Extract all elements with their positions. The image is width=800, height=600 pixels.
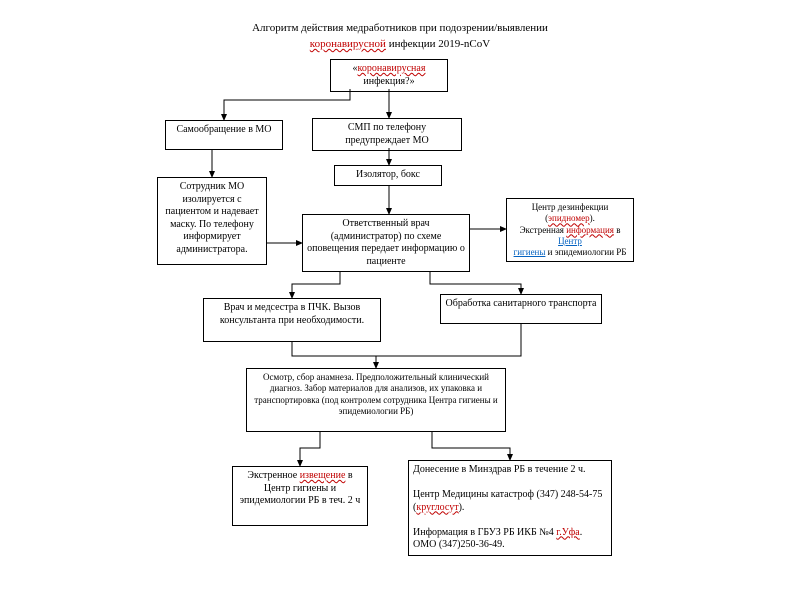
node-start: «коронавирусная инфекция?» — [330, 59, 448, 92]
node-emergency-notice: Экстренное извещение в Центр гигиены и э… — [232, 466, 368, 526]
node-responsible-doctor: Ответственный врач (администратор) по сх… — [302, 214, 470, 272]
title-post: инфекции 2019-nCoV — [386, 38, 490, 50]
title-hl: коронавирусной — [310, 38, 386, 50]
node-smp: СМП по телефону предупреждает МО — [312, 118, 462, 151]
node-self-referral: Самообращение в МО — [165, 120, 283, 150]
node-examination: Осмотр, сбор анамнеза. Предположительный… — [246, 368, 506, 432]
node-pchk: Врач и медсестра в ПЧК. Вызов консультан… — [203, 298, 381, 342]
title-line2: коронавирусной инфекции 2019-nCoV — [0, 38, 800, 50]
title-line1-text: Алгоритм действия медработников при подо… — [252, 22, 548, 34]
node-disinfection-center: Центр дезинфекции (эпидномер). Экстренна… — [506, 198, 634, 262]
node-staff: Сотрудник МО изолируется с пациентом и н… — [157, 177, 267, 265]
node-report: Донесение в Минздрав РБ в течение 2 ч. Ц… — [408, 460, 612, 556]
node-sanitary-transport: Обработка санитарного транспорта — [440, 294, 602, 324]
title-line1: Алгоритм действия медработников при подо… — [0, 22, 800, 34]
node-isolator: Изолятор, бокс — [334, 165, 442, 186]
